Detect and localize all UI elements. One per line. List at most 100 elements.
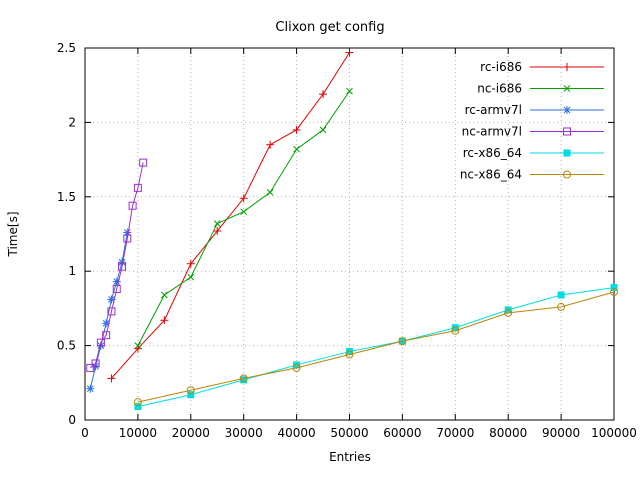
series-rc-i686: [107, 48, 354, 383]
legend-marker-sample: [563, 170, 571, 179]
data-point-marker: [112, 285, 121, 294]
data-point-marker: [128, 201, 137, 210]
legend-label: rc-armv7l: [465, 103, 522, 117]
legend-entry-rc-armv7l: rc-armv7l: [465, 103, 604, 117]
x-tick-label: 20000: [172, 426, 210, 440]
legend-marker-sample: [563, 85, 571, 92]
data-point-marker: [610, 284, 618, 292]
y-axis-label: Time[s]: [6, 212, 20, 258]
y-tick-label: 2.5: [57, 41, 76, 55]
data-point-marker: [123, 228, 132, 237]
data-point-marker: [213, 220, 221, 227]
data-point-marker: [213, 227, 222, 236]
grid: [85, 48, 614, 420]
series: [86, 48, 618, 411]
data-point-marker: [134, 342, 142, 349]
x-tick-label: 90000: [542, 426, 580, 440]
series-line: [89, 232, 128, 389]
data-point-marker: [266, 140, 275, 149]
legend-entry-nc-i686: nc-i686: [477, 82, 604, 96]
legend-marker-sample: [563, 149, 571, 157]
data-point-marker: [319, 126, 327, 134]
legend-entry-nc-armv7l: nc-armv7l: [462, 125, 604, 139]
series-line: [111, 52, 350, 379]
data-point-marker: [504, 308, 513, 317]
data-point-marker: [187, 273, 195, 281]
data-point-marker: [133, 183, 142, 192]
y-tick-label: 0.5: [57, 339, 76, 353]
series-line: [89, 162, 144, 369]
legend-label: rc-i686: [480, 60, 522, 74]
data-point-marker: [86, 363, 95, 372]
data-point-marker: [133, 398, 142, 407]
series-rc-x86_64: [134, 284, 618, 411]
data-point-marker: [346, 348, 353, 356]
data-point-marker: [91, 362, 100, 371]
x-tick-label: 50000: [330, 426, 368, 440]
x-tick-label: 80000: [489, 426, 527, 440]
data-point-marker: [112, 277, 121, 286]
legend-label: nc-armv7l: [462, 125, 522, 139]
data-point-marker: [107, 307, 116, 316]
data-point-marker: [346, 87, 353, 95]
data-point-marker: [557, 302, 566, 311]
legend-label: nc-i686: [477, 82, 522, 96]
data-point-marker: [292, 125, 301, 134]
data-point-marker: [610, 288, 618, 297]
data-point-marker: [118, 258, 127, 267]
data-point-marker: [293, 361, 301, 369]
series-line: [137, 291, 615, 403]
x-axis-label: Entries: [329, 450, 371, 464]
x-tick-label: 10000: [119, 426, 157, 440]
data-point-marker: [319, 90, 328, 99]
data-point-marker: [239, 194, 248, 203]
chart-title: Clixon get config: [275, 20, 384, 35]
data-point-marker: [240, 208, 248, 216]
data-point-marker: [345, 350, 354, 359]
data-point-marker: [504, 306, 512, 314]
series-line: [137, 287, 615, 408]
data-point-marker: [186, 259, 195, 268]
x-tick-label: 30000: [225, 426, 263, 440]
x-tick-label: 0: [81, 426, 89, 440]
x-tick-label: 60000: [383, 426, 421, 440]
legend-marker-sample: [563, 63, 571, 71]
data-point-marker: [345, 48, 354, 57]
series-nc-i686: [134, 87, 353, 349]
legend-label: nc-x86_64: [460, 168, 522, 182]
series-nc-x86_64: [133, 288, 618, 407]
data-point-marker: [557, 291, 565, 299]
data-point-marker: [240, 376, 248, 384]
legend-marker-sample: [563, 127, 571, 136]
x-tick-label: 70000: [436, 426, 474, 440]
data-point-marker: [186, 386, 195, 395]
series-line: [137, 90, 350, 346]
data-point-marker: [96, 338, 105, 347]
y-tick-label: 0: [68, 413, 76, 427]
data-point-marker: [86, 384, 95, 393]
data-point-marker: [160, 291, 168, 299]
data-point-marker: [107, 374, 116, 383]
data-point-marker: [123, 234, 132, 243]
data-point-marker: [187, 391, 195, 399]
legend-entry-nc-x86_64: nc-x86_64: [460, 168, 604, 182]
y-tick-label: 1: [68, 264, 76, 278]
axes: 0 10000 20000 30000 40000 50000 60000 70000 8000…: [57, 41, 637, 440]
y-tick-label: 2: [68, 115, 76, 129]
data-point-marker: [292, 363, 301, 372]
data-point-marker: [139, 158, 148, 167]
data-point-marker: [134, 403, 142, 411]
data-point-marker: [102, 319, 111, 328]
data-point-marker: [102, 331, 111, 340]
data-point-marker: [91, 359, 100, 368]
data-point-marker: [398, 337, 407, 346]
legend-label: rc-x86_64: [463, 146, 522, 160]
series-rc-armv7l: [86, 228, 132, 393]
data-point-marker: [239, 374, 248, 383]
legend-marker-sample: [563, 106, 571, 114]
data-point-marker: [118, 262, 127, 271]
legend-entry-rc-x86_64: rc-x86_64: [463, 146, 604, 160]
data-point-marker: [451, 326, 460, 335]
